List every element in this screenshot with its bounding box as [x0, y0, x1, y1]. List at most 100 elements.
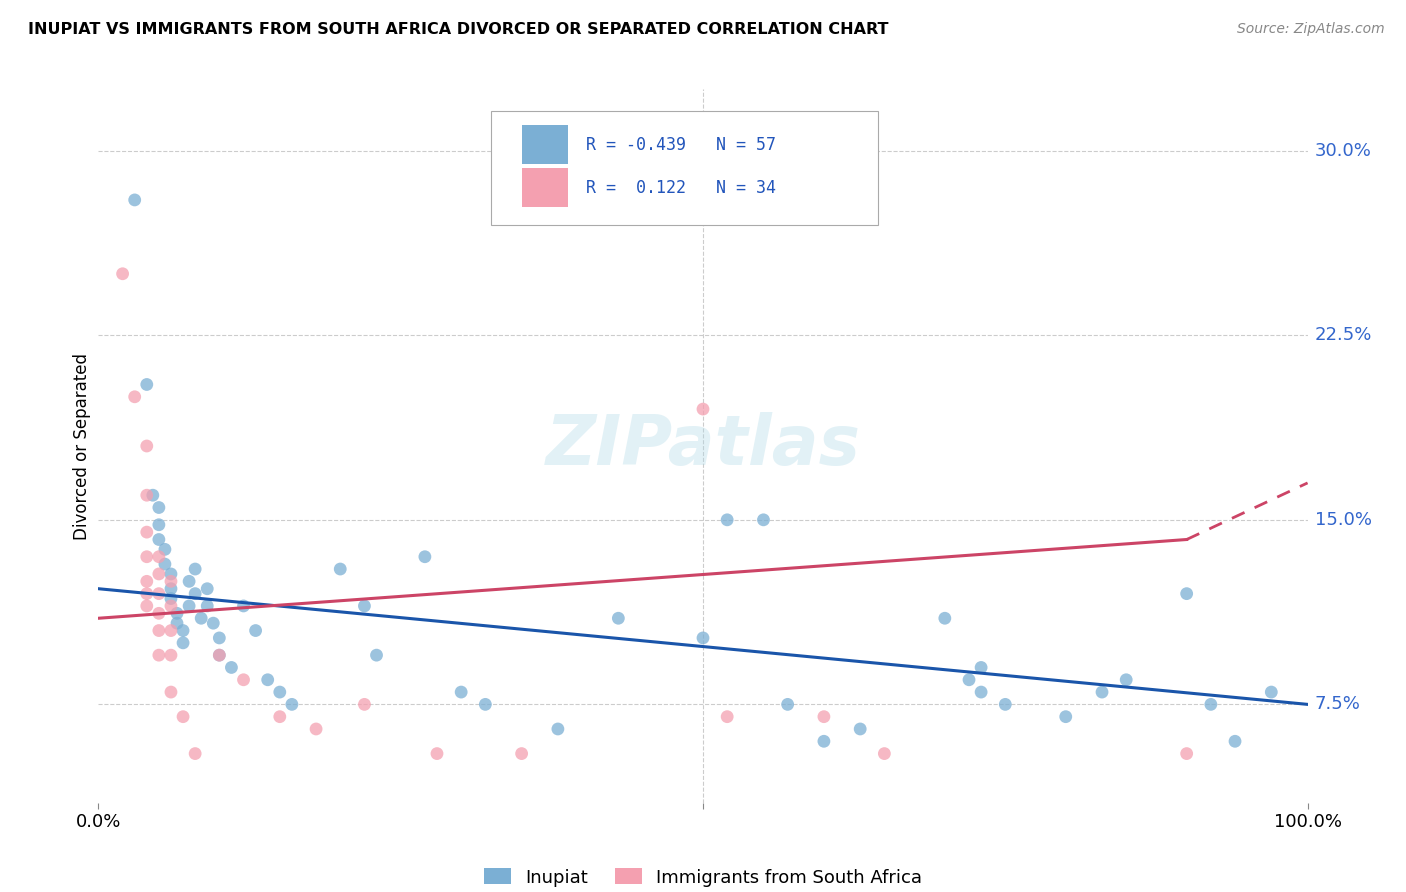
Point	[221, 660, 243, 674]
Text: 15.0%: 15.0%	[1315, 511, 1372, 529]
Point	[148, 566, 170, 581]
Point	[160, 591, 183, 606]
Point	[547, 722, 569, 736]
Point	[160, 566, 183, 581]
Point	[1054, 709, 1077, 723]
Point	[177, 599, 201, 613]
Point	[135, 587, 157, 601]
Point	[153, 557, 176, 571]
FancyBboxPatch shape	[492, 111, 879, 225]
Point	[305, 722, 328, 736]
Point	[329, 562, 352, 576]
Point	[160, 599, 183, 613]
Point	[353, 599, 375, 613]
Y-axis label: Divorced or Separated: Divorced or Separated	[73, 352, 91, 540]
Point	[135, 488, 157, 502]
Legend: Inupiat, Immigrants from South Africa: Inupiat, Immigrants from South Africa	[484, 868, 922, 887]
Point	[166, 607, 188, 621]
Point	[135, 574, 157, 589]
Point	[148, 533, 170, 547]
Point	[426, 747, 449, 761]
Point	[148, 517, 170, 532]
Point	[692, 631, 714, 645]
Point	[190, 611, 212, 625]
Text: R =  0.122   N = 34: R = 0.122 N = 34	[586, 178, 776, 196]
Point	[172, 709, 194, 723]
Point	[160, 624, 183, 638]
Point	[607, 611, 630, 625]
Point	[269, 685, 291, 699]
Point	[716, 709, 738, 723]
Point	[195, 582, 218, 596]
Point	[776, 698, 799, 712]
Point	[1223, 734, 1246, 748]
Point	[994, 698, 1017, 712]
Point	[208, 648, 231, 662]
Point	[160, 574, 183, 589]
Point	[1115, 673, 1137, 687]
Point	[153, 542, 176, 557]
Text: Source: ZipAtlas.com: Source: ZipAtlas.com	[1237, 22, 1385, 37]
Point	[232, 599, 254, 613]
Point	[184, 562, 207, 576]
Point	[849, 722, 872, 736]
Point	[366, 648, 388, 662]
Point	[752, 513, 775, 527]
Point	[195, 599, 218, 613]
Point	[813, 734, 835, 748]
Point	[124, 390, 146, 404]
Point	[148, 624, 170, 638]
Point	[1091, 685, 1114, 699]
Point	[148, 549, 170, 564]
FancyBboxPatch shape	[522, 125, 568, 164]
Point	[135, 525, 157, 540]
Point	[172, 636, 194, 650]
Point	[148, 648, 170, 662]
Text: 22.5%: 22.5%	[1315, 326, 1372, 344]
Text: INUPIAT VS IMMIGRANTS FROM SOUTH AFRICA DIVORCED OR SEPARATED CORRELATION CHART: INUPIAT VS IMMIGRANTS FROM SOUTH AFRICA …	[28, 22, 889, 37]
Point	[184, 587, 207, 601]
Point	[1175, 747, 1198, 761]
Point	[148, 607, 170, 621]
Text: ZIPatlas: ZIPatlas	[546, 412, 860, 480]
Point	[135, 599, 157, 613]
Point	[281, 698, 304, 712]
Point	[1199, 698, 1222, 712]
Point	[148, 587, 170, 601]
Point	[245, 624, 267, 638]
Point	[813, 709, 835, 723]
Point	[208, 648, 231, 662]
Point	[873, 747, 896, 761]
Point	[256, 673, 278, 687]
Point	[202, 616, 225, 631]
Point	[934, 611, 956, 625]
Point	[124, 193, 146, 207]
Point	[148, 500, 170, 515]
Point	[269, 709, 291, 723]
Point	[166, 616, 188, 631]
Point	[160, 582, 183, 596]
Point	[474, 698, 496, 712]
Text: 30.0%: 30.0%	[1315, 142, 1371, 160]
Point	[413, 549, 436, 564]
Point	[160, 648, 183, 662]
Point	[135, 549, 157, 564]
Point	[135, 377, 157, 392]
Point	[970, 685, 993, 699]
Point	[450, 685, 472, 699]
Point	[510, 747, 533, 761]
Point	[160, 685, 183, 699]
Point	[142, 488, 165, 502]
FancyBboxPatch shape	[522, 168, 568, 207]
Point	[353, 698, 375, 712]
Point	[970, 660, 993, 674]
Point	[957, 673, 980, 687]
Point	[135, 439, 157, 453]
Point	[111, 267, 134, 281]
Point	[692, 402, 714, 417]
Point	[177, 574, 201, 589]
Point	[232, 673, 254, 687]
Point	[716, 513, 738, 527]
Point	[184, 747, 207, 761]
Point	[208, 631, 231, 645]
